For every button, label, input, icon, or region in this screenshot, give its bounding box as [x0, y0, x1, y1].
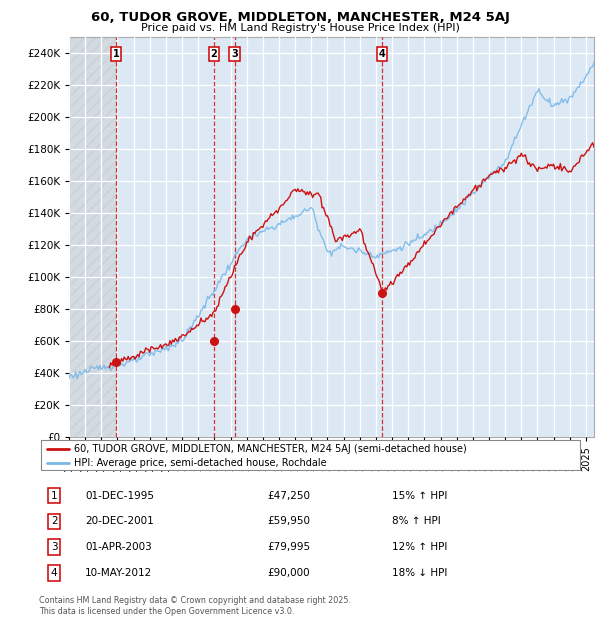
Text: Price paid vs. HM Land Registry's House Price Index (HPI): Price paid vs. HM Land Registry's House …	[140, 23, 460, 33]
Text: 4: 4	[379, 49, 385, 59]
Text: 1: 1	[51, 490, 58, 500]
Text: 18% ↓ HPI: 18% ↓ HPI	[392, 569, 448, 578]
Text: 3: 3	[51, 542, 58, 552]
Text: 01-APR-2003: 01-APR-2003	[85, 542, 152, 552]
Text: 15% ↑ HPI: 15% ↑ HPI	[392, 490, 448, 500]
Text: 8% ↑ HPI: 8% ↑ HPI	[392, 516, 440, 526]
Text: HPI: Average price, semi-detached house, Rochdale: HPI: Average price, semi-detached house,…	[74, 458, 327, 468]
Text: 1: 1	[113, 49, 119, 59]
Text: 60, TUDOR GROVE, MIDDLETON, MANCHESTER, M24 5AJ: 60, TUDOR GROVE, MIDDLETON, MANCHESTER, …	[91, 11, 509, 24]
Bar	[69, 37, 116, 437]
Text: 2: 2	[51, 516, 58, 526]
Text: £79,995: £79,995	[267, 542, 310, 552]
FancyBboxPatch shape	[41, 440, 580, 470]
Text: Contains HM Land Registry data © Crown copyright and database right 2025.
This d: Contains HM Land Registry data © Crown c…	[39, 596, 351, 616]
Text: 20-DEC-2001: 20-DEC-2001	[85, 516, 154, 526]
Text: 2: 2	[211, 49, 217, 59]
Text: 12% ↑ HPI: 12% ↑ HPI	[392, 542, 448, 552]
Text: £47,250: £47,250	[267, 490, 310, 500]
Text: £59,950: £59,950	[267, 516, 310, 526]
Text: 4: 4	[51, 569, 58, 578]
Text: 01-DEC-1995: 01-DEC-1995	[85, 490, 154, 500]
Text: 10-MAY-2012: 10-MAY-2012	[85, 569, 152, 578]
Text: 3: 3	[231, 49, 238, 59]
Text: £90,000: £90,000	[267, 569, 310, 578]
Text: 60, TUDOR GROVE, MIDDLETON, MANCHESTER, M24 5AJ (semi-detached house): 60, TUDOR GROVE, MIDDLETON, MANCHESTER, …	[74, 444, 467, 454]
